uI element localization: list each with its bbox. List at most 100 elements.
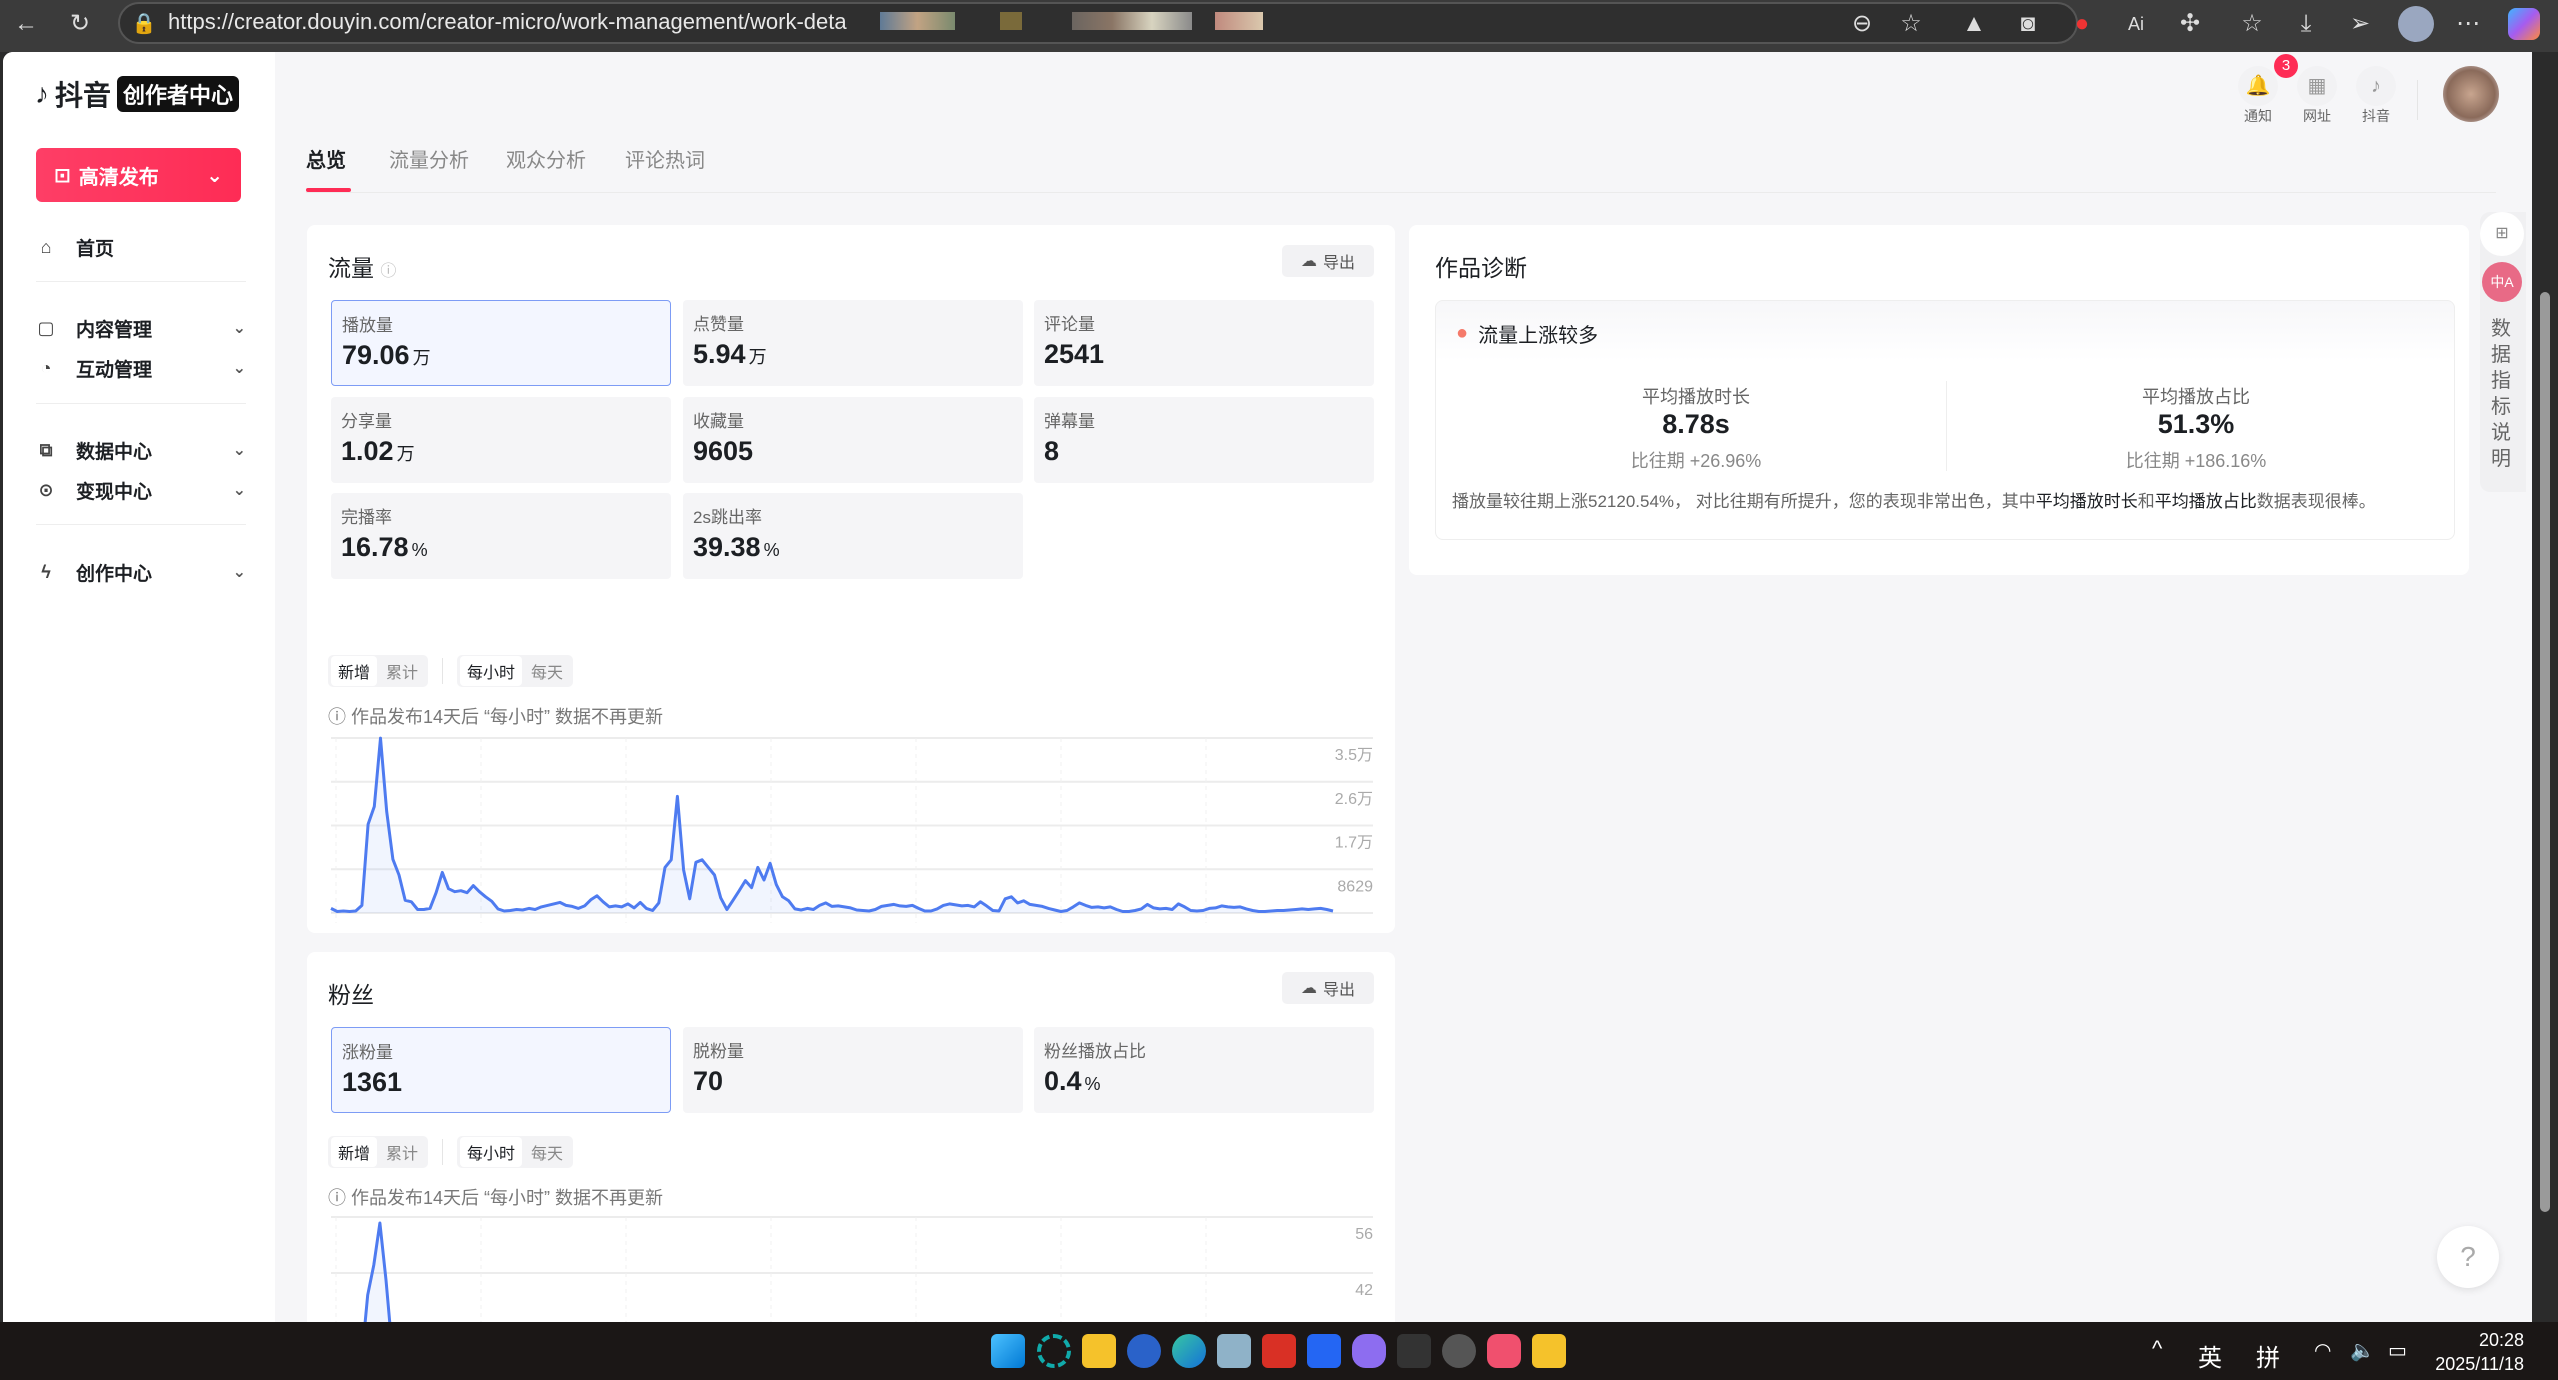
tab-3[interactable]: 评论热词 [625, 150, 705, 172]
app-icon[interactable] [1442, 1334, 1476, 1368]
extension-mic-icon[interactable]: ● [2074, 10, 2090, 37]
stat-value: 51.3% [2157, 409, 2235, 439]
metric-card[interactable]: 脱粉量 70 [683, 1027, 1023, 1113]
user-avatar[interactable] [2443, 66, 2499, 122]
app-icon[interactable] [1487, 1334, 1521, 1368]
chevron-down-icon[interactable]: ⌄ [232, 564, 246, 581]
more-icon[interactable]: ⋯ [2456, 10, 2480, 37]
export-button[interactable]: ☁ 导出 [1282, 245, 1374, 277]
cloud-download-icon: ☁ [1300, 253, 1317, 270]
address-bar[interactable] [118, 2, 2078, 44]
edge-icon[interactable] [1172, 1334, 1206, 1368]
chevron-down-icon[interactable]: ⌄ [232, 360, 246, 377]
info-icon: ⓘ [328, 1188, 346, 1208]
ime-language[interactable]: 英 [2198, 1345, 2222, 1372]
granularity-toggle[interactable]: 每小时 每天 [457, 655, 574, 687]
sidebar-item-3[interactable]: ⧉ 数据中心 ⌄ [36, 430, 246, 470]
wifi-icon[interactable]: ◠ [2314, 1340, 2332, 1362]
metric-card[interactable]: 完播率 16.78% [331, 493, 671, 579]
metric-card[interactable]: 涨粉量 1361 [331, 1027, 671, 1113]
metric-card[interactable]: 点赞量 5.94 万 [683, 300, 1023, 386]
metric-card[interactable]: 弹幕量 8 [1034, 397, 1374, 483]
granularity-toggle[interactable]: 每小时 每天 [457, 1136, 574, 1168]
back-icon[interactable]: ← [14, 10, 38, 37]
tab-1[interactable]: 流量分析 [389, 150, 469, 172]
chevron-down-icon[interactable]: ⌄ [206, 164, 223, 187]
stat-compare: 比往期 +186.16% [2125, 451, 2267, 471]
metric-card[interactable]: 粉丝播放占比 0.4% [1034, 1027, 1374, 1113]
app-icon[interactable] [1127, 1334, 1161, 1368]
mode-toggle[interactable]: 新增 累计 [328, 1136, 429, 1168]
zoom-out-icon[interactable]: ⊖ [1851, 10, 1873, 37]
favorites-icon[interactable]: ☆ [2241, 10, 2263, 37]
profile-avatar[interactable] [2398, 6, 2434, 42]
info-icon[interactable]: ⓘ [380, 263, 397, 280]
grid-icon: ▦ [2297, 66, 2337, 106]
app-icon[interactable] [1352, 1334, 1386, 1368]
app-icon[interactable] [1307, 1334, 1341, 1368]
extension-ai-icon[interactable]: Ai [2127, 14, 2144, 34]
favorite-star-icon[interactable]: ☆ [1900, 10, 1922, 37]
app-icon[interactable] [1037, 1334, 1071, 1368]
terminal-icon[interactable] [1397, 1334, 1431, 1368]
scrollbar[interactable] [2532, 52, 2558, 1322]
sidebar-item-0[interactable]: ⌂ 首页 [36, 227, 246, 267]
reload-icon[interactable]: ↻ [69, 10, 91, 37]
chevron-down-icon[interactable]: ⌄ [232, 482, 246, 499]
help-button[interactable]: ? [2437, 1226, 2499, 1288]
scrollbar-thumb[interactable] [2540, 292, 2550, 1212]
chevron-down-icon[interactable]: ⌄ [232, 320, 246, 337]
sidebar-item-1[interactable]: ▢ 内容管理 ⌄ [37, 317, 246, 341]
chevron-up-icon[interactable]: ^ [2152, 1336, 2163, 1361]
scan-icon[interactable]: ⊞ [2480, 212, 2524, 256]
tab-0[interactable]: 总览 [306, 150, 346, 172]
active-tab-indicator [306, 188, 351, 192]
share-icon[interactable]: ➢ [2349, 10, 2371, 37]
wps-icon[interactable] [1262, 1334, 1296, 1368]
sites-button[interactable]: ▦ 网址 [2297, 66, 2337, 126]
extension-icon[interactable]: ▲ [1962, 10, 1986, 37]
app-icon[interactable] [1217, 1334, 1251, 1368]
download-icon[interactable]: ⤓ [2300, 10, 2312, 37]
metric-card[interactable]: 2s跳出率 39.38% [683, 493, 1023, 579]
file-explorer-icon[interactable] [1082, 1334, 1116, 1368]
lock-icon[interactable]: 🔒 [131, 13, 157, 35]
folder-icon[interactable] [1532, 1334, 1566, 1368]
sidebar-item-2[interactable]: ◔ 互动管理 ⌄ [36, 348, 246, 388]
extensions-puzzle-icon[interactable]: ✣ [2179, 10, 2201, 37]
douyin-button[interactable]: ♪ 抖音 [2356, 66, 2396, 126]
douyin-logo-icon: ♪ [35, 78, 49, 109]
metric-explanation-tab[interactable]: ⊞ 中A 数据指标说明 [2480, 212, 2526, 492]
logo[interactable]: ♪ 抖音 创作者中心 [35, 74, 240, 114]
clock[interactable]: 20:28 2025/11/18 [2435, 1330, 2524, 1374]
metric-card[interactable]: 收藏量 9605 [683, 397, 1023, 483]
ime-mode[interactable]: 拼 [2256, 1345, 2280, 1372]
url-text[interactable]: https://creator.douyin.com/creator-micro… [168, 9, 847, 34]
publish-button[interactable]: ⊡ 高清发布 ⌄ [36, 148, 241, 202]
mode-toggle[interactable]: 新增 累计 [328, 655, 429, 687]
metric-card[interactable]: 评论量 2541 [1034, 300, 1374, 386]
tab-2[interactable]: 观众分析 [506, 150, 586, 172]
translate-icon[interactable]: 中A [2482, 262, 2522, 302]
metric-card[interactable]: 分享量 1.02 万 [331, 397, 671, 483]
sidebar-item-5[interactable]: ϟ 创作中心 ⌄ [36, 552, 246, 592]
export-button[interactable]: ☁ 导出 [1282, 972, 1374, 1004]
fans-line-chart[interactable]: 564228 [307, 1207, 1395, 1322]
notify-button[interactable]: 🔔 3 通知 [2238, 54, 2298, 126]
extension-icon[interactable]: ◙ [2020, 10, 2036, 37]
sidebar-item-4[interactable]: ⊙ 变现中心 ⌄ [36, 470, 246, 510]
notification-badge: 3 [2274, 54, 2298, 78]
y-tick-label: 42 [1355, 1282, 1373, 1299]
chart-note: 作品发布14天后 “每小时” 数据不再更新 [351, 707, 664, 727]
stat-label: 平均播放时长 [1642, 387, 1750, 407]
copilot-icon[interactable] [2508, 8, 2540, 40]
fans-card: 粉丝 ☁ 导出 涨粉量 1361 脱粉量 70 粉丝播放占比 0.4% 新增 累计 每小时 每天… [307, 952, 1395, 1322]
volume-icon[interactable]: 🔈 [2350, 1340, 2375, 1362]
battery-icon[interactable]: ▭ [2388, 1340, 2407, 1362]
start-icon[interactable] [991, 1334, 1025, 1368]
traffic-line-chart[interactable]: 3.5万2.6万1.7万862911-0419:0011-0620:0011-0… [307, 725, 1395, 925]
side-tab-label: 数据指标说明 [2491, 318, 2511, 470]
diagnosis-headline: 流量上涨较多 [1478, 325, 1599, 347]
chevron-down-icon[interactable]: ⌄ [232, 442, 246, 459]
metric-card[interactable]: 播放量 79.06 万 [331, 300, 671, 386]
